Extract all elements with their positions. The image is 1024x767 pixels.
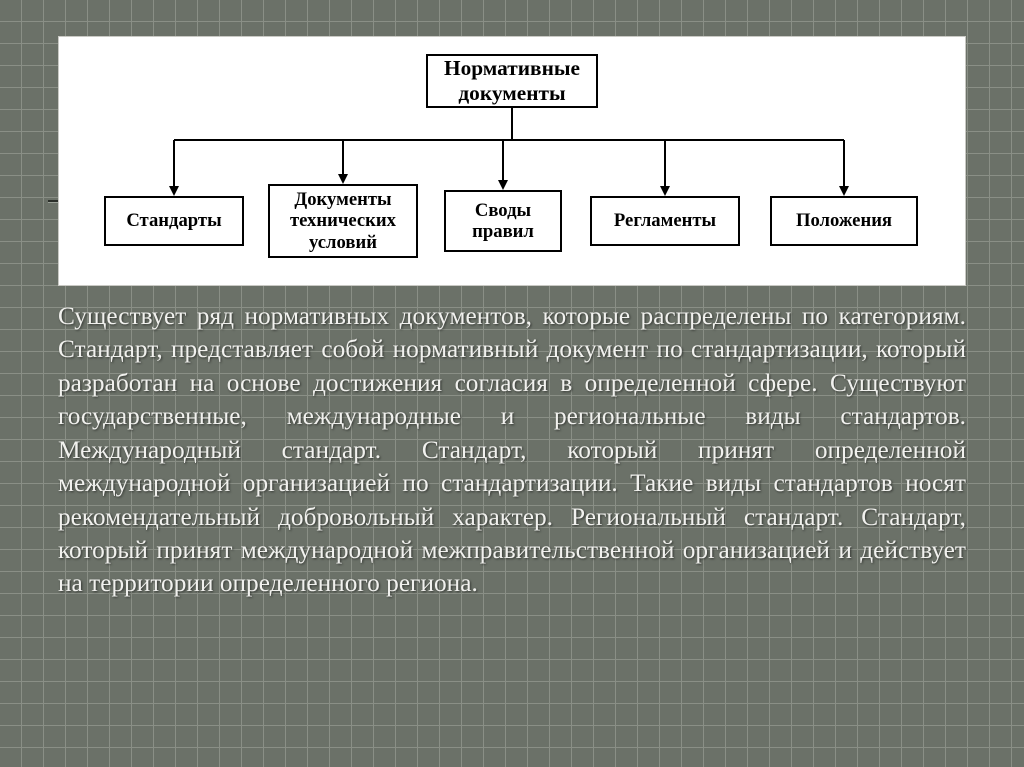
- diagram-panel: Нормативныедокументы Стандарты Документыте…: [58, 36, 966, 286]
- slide: Нормативныедокументы Стандарты Документыте…: [0, 0, 1024, 767]
- hierarchy-chart: Нормативныедокументы Стандарты Документыте…: [58, 36, 966, 286]
- node-tech-cond: Документытехническихусловий: [268, 184, 418, 258]
- node-provisions: Положения: [770, 196, 918, 246]
- node-root: Нормативныедокументы: [426, 54, 598, 108]
- body-paragraph: Существует ряд нормативных документов, к…: [58, 300, 966, 601]
- node-standards: Стандарты: [104, 196, 244, 246]
- node-codes: Сводыправил: [444, 190, 562, 252]
- node-regulations: Регламенты: [590, 196, 740, 246]
